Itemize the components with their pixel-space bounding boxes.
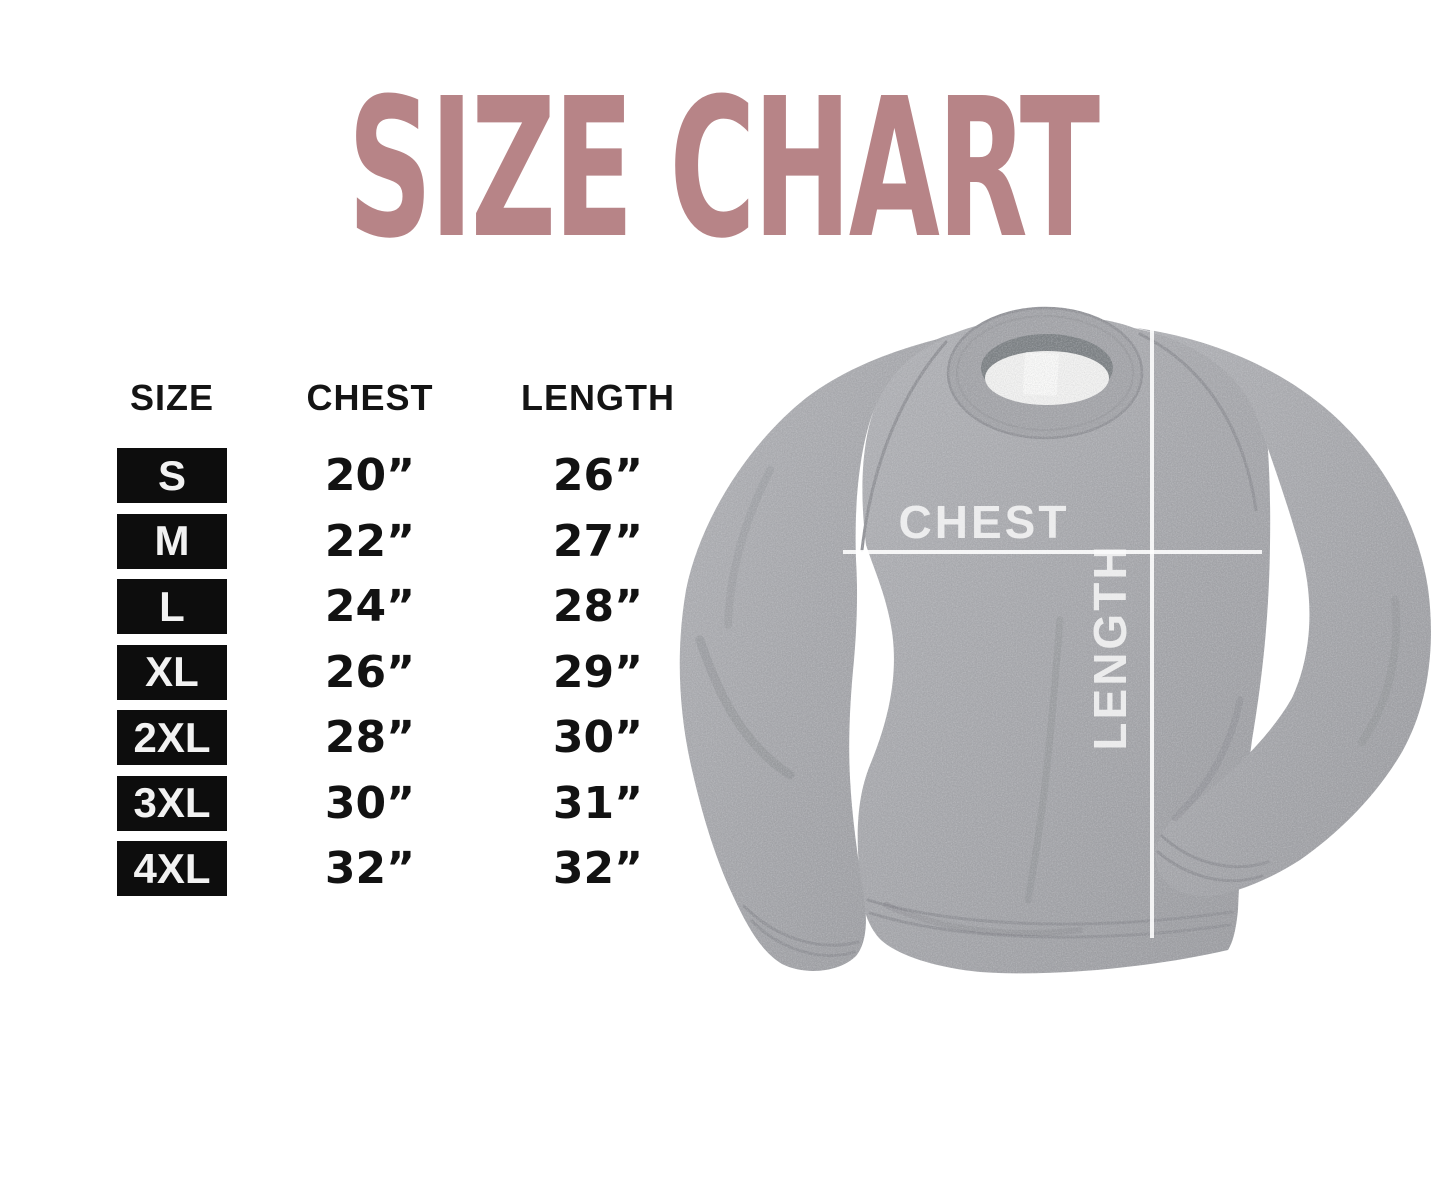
length-value: 27” [552,515,644,567]
column-header-length: LENGTH [521,377,675,418]
size-badge: XL [117,644,227,700]
length-measure-label: LENGTH [1084,543,1136,750]
chest-value: 26” [324,646,416,698]
length-value: 28” [552,581,644,632]
size-label: L [159,582,185,630]
size-badge: 3XL [117,775,227,831]
right-sleeve [1136,328,1431,897]
seam-lines [742,332,1270,957]
size-label: 2XL [133,713,211,761]
length-value: 31” [552,777,644,829]
size-label: 4XL [133,844,211,892]
chest-value: 28” [324,712,416,763]
chest-value: 30” [324,777,416,829]
size-label: 3XL [133,779,211,826]
length-value: 32” [552,843,644,894]
collar-stitch [956,315,1134,431]
size-label: XL [145,648,199,695]
chest-column: 20” 22” 24” 26” 28” 30” 32” [258,448,482,896]
size-label: M [154,517,190,564]
chest-measure-label: CHEST [899,496,1070,548]
size-badge: M [117,513,227,569]
chest-value: 22” [324,515,416,567]
size-badge: S [117,448,227,503]
sweatshirt-fabric [679,306,1431,974]
column-header-size: SIZE [129,377,214,418]
chest-value: 32” [324,843,416,894]
fabric-wrinkles [695,397,1401,936]
size-label: S [157,451,186,499]
column-header-chest: CHEST [306,377,434,418]
size-badge: 4XL [117,841,227,896]
length-column: 26” 27” 28” 29” 30” 31” 32” [486,448,710,896]
length-value: 26” [552,450,644,501]
size-column: S M L XL 2XL 3XL 4XL [117,448,227,896]
size-badge: 2XL [117,710,227,765]
left-sleeve [679,336,950,971]
chest-value: 20” [324,450,416,501]
collar [946,306,1144,440]
measurement-overlay: CHEST LENGTH [843,327,1262,938]
chest-value: 24” [324,581,416,632]
size-badge: L [117,579,227,634]
page-title: SIZE CHART [347,58,1100,282]
collar-tag [1023,352,1059,396]
length-value: 29” [552,646,644,698]
length-value: 30” [552,712,644,763]
sweatshirt-body [857,315,1271,974]
